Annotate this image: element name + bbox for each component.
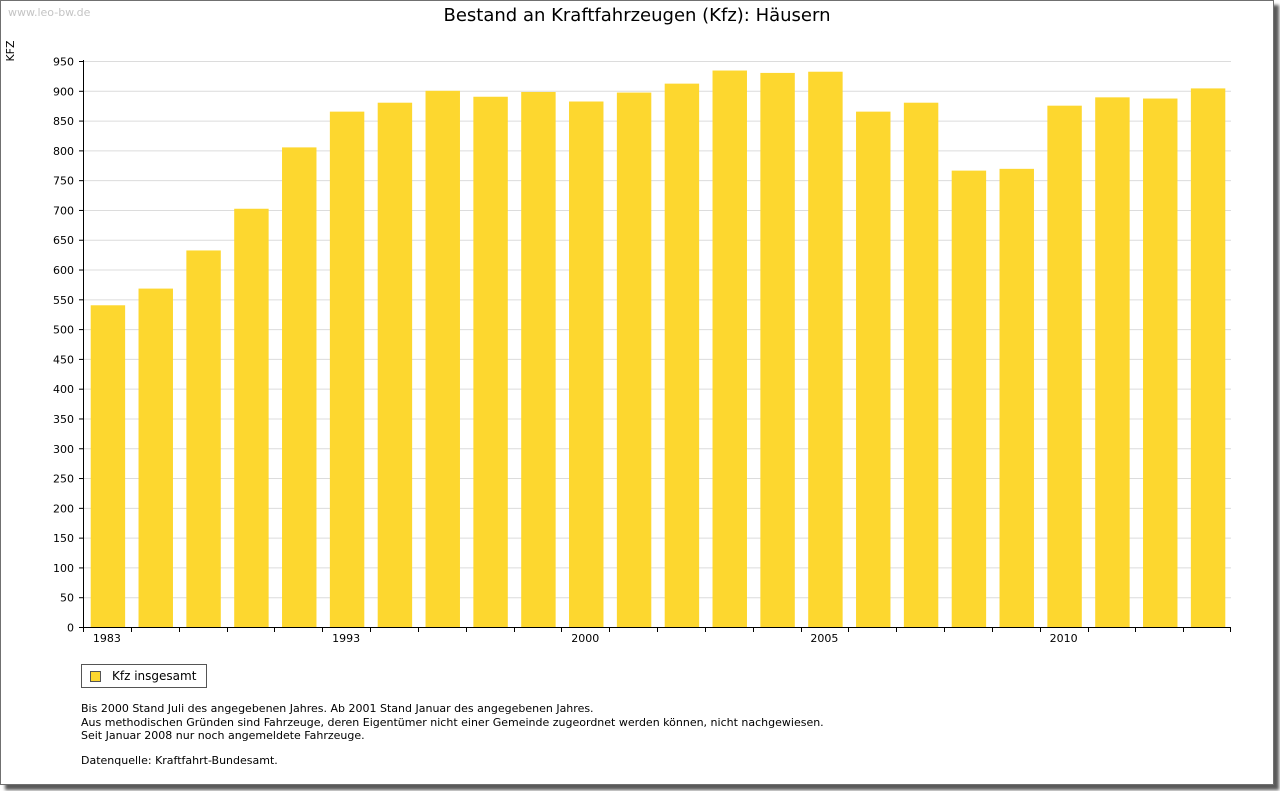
bar bbox=[425, 90, 460, 627]
bar bbox=[808, 71, 843, 627]
y-tick-label: 650 bbox=[53, 234, 74, 247]
bar bbox=[186, 250, 221, 627]
y-tick-label: 750 bbox=[53, 175, 74, 188]
bar bbox=[473, 96, 508, 627]
y-tick-label: 700 bbox=[53, 204, 74, 217]
chart-notes: Bis 2000 Stand Juli des angegebenen Jahr… bbox=[81, 702, 824, 743]
y-tick-label: 600 bbox=[53, 264, 74, 277]
legend-label: Kfz insgesamt bbox=[112, 669, 197, 683]
y-tick-label: 350 bbox=[53, 413, 74, 426]
y-tick-label: 400 bbox=[53, 383, 74, 396]
y-tick-label: 100 bbox=[53, 562, 74, 575]
bar bbox=[234, 208, 269, 627]
note-line: Bis 2000 Stand Juli des angegebenen Jahr… bbox=[81, 702, 594, 715]
bar bbox=[760, 72, 795, 628]
bar bbox=[377, 102, 413, 627]
y-tick-label: 450 bbox=[53, 353, 74, 366]
y-tick-label: 950 bbox=[53, 56, 74, 69]
y-tick-label: 800 bbox=[53, 145, 74, 158]
bar bbox=[329, 111, 365, 628]
y-tick-label: 0 bbox=[67, 622, 74, 635]
bar bbox=[664, 83, 700, 627]
bar bbox=[90, 305, 126, 627]
bar bbox=[951, 170, 987, 628]
x-tick-label: 2000 bbox=[571, 632, 599, 645]
chart-title: Bestand an Kraftfahrzeugen (Kfz): Häuser… bbox=[443, 5, 831, 26]
y-tick-label: 250 bbox=[53, 473, 74, 486]
bar bbox=[282, 147, 317, 628]
bar bbox=[903, 102, 939, 627]
x-tick-label: 1983 bbox=[93, 632, 121, 645]
y-tick-label: 50 bbox=[60, 592, 74, 605]
legend-swatch bbox=[90, 670, 101, 682]
bar bbox=[138, 288, 173, 627]
bar bbox=[1095, 97, 1130, 628]
x-tick-label: 2005 bbox=[810, 632, 838, 645]
y-tick-label: 150 bbox=[53, 532, 74, 545]
bar bbox=[1047, 105, 1082, 628]
note-line: Aus methodischen Gründen sind Fahrzeuge,… bbox=[81, 715, 824, 729]
bar bbox=[1143, 98, 1178, 628]
y-tick-label: 300 bbox=[53, 443, 74, 456]
bar bbox=[1190, 88, 1226, 628]
bar bbox=[712, 70, 747, 627]
y-tick-label: 200 bbox=[53, 502, 74, 515]
bar bbox=[616, 92, 652, 627]
y-tick-label: 550 bbox=[53, 294, 74, 307]
y-tick-label: 500 bbox=[53, 324, 74, 337]
site-watermark: www.leo-bw.de bbox=[8, 6, 91, 19]
bar-chart: 0 50 100 150 200 250 300 350 400 450 500 550 600 650 7… bbox=[53, 56, 1231, 645]
y-tick-label: 900 bbox=[53, 85, 74, 98]
y-tick-label: 850 bbox=[53, 115, 74, 128]
note-line: Seit Januar 2008 nur noch angemeldete Fa… bbox=[81, 729, 365, 742]
x-tick-label: 2010 bbox=[1050, 632, 1078, 645]
bar bbox=[569, 101, 604, 628]
bar bbox=[999, 168, 1034, 627]
legend: Kfz insgesamt bbox=[81, 664, 208, 688]
bar bbox=[856, 111, 891, 628]
data-source: Datenquelle: Kraftfahrt-Bundesamt. bbox=[81, 754, 278, 767]
bar bbox=[521, 91, 556, 627]
x-tick-label: 1993 bbox=[332, 632, 360, 645]
